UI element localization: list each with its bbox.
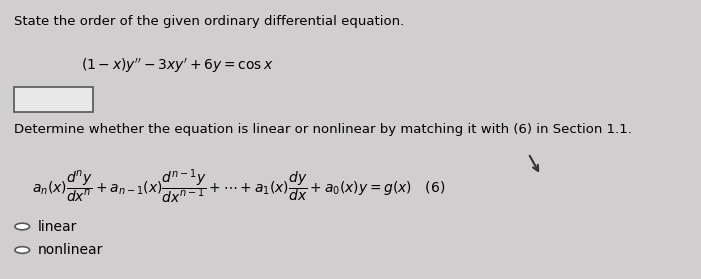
Circle shape: [15, 247, 29, 253]
Circle shape: [15, 223, 29, 230]
Text: $a_n(x)\dfrac{d^n y}{dx^n} + a_{n-1}(x)\dfrac{d^{n-1}y}{dx^{n-1}} + \cdots+ a_1(: $a_n(x)\dfrac{d^n y}{dx^n} + a_{n-1}(x)\…: [32, 167, 445, 206]
Text: linear: linear: [38, 220, 78, 234]
FancyBboxPatch shape: [13, 87, 93, 112]
Text: $(1 - x)y'' - 3xy' + 6y = \cos x$: $(1 - x)y'' - 3xy' + 6y = \cos x$: [81, 57, 273, 75]
Text: State the order of the given ordinary differential equation.: State the order of the given ordinary di…: [13, 15, 404, 28]
Text: nonlinear: nonlinear: [38, 243, 104, 257]
Text: Determine whether the equation is linear or nonlinear by matching it with (6) in: Determine whether the equation is linear…: [13, 123, 632, 136]
